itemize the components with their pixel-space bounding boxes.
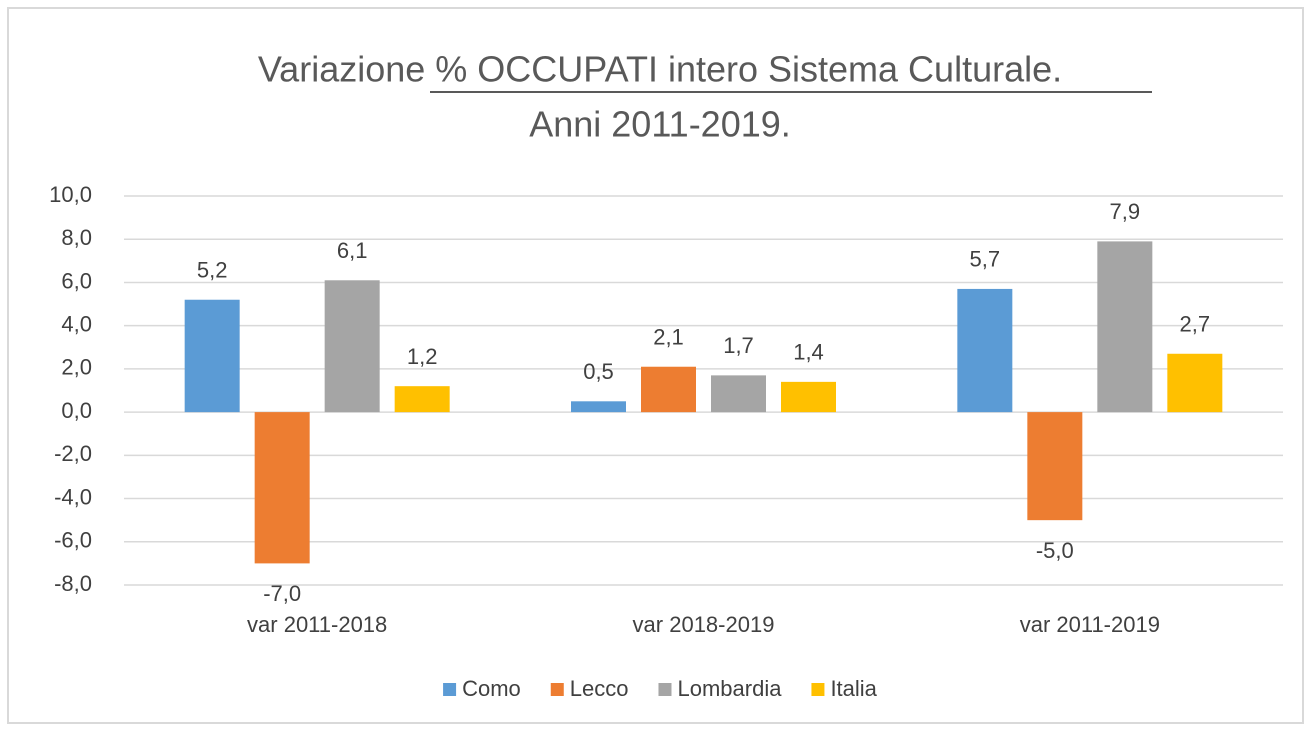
data-label: 1,2 bbox=[407, 344, 438, 369]
bar bbox=[1027, 412, 1083, 521]
bar bbox=[324, 280, 380, 413]
legend-swatch bbox=[550, 683, 564, 696]
bar bbox=[781, 381, 836, 413]
bar bbox=[394, 386, 450, 413]
legend-swatch bbox=[811, 683, 825, 696]
bar bbox=[641, 366, 696, 413]
chart-title: Variazione % OCCUPATI intero Sistema Cul… bbox=[258, 49, 1062, 90]
legend-label: Lecco bbox=[570, 676, 629, 701]
bar bbox=[254, 412, 310, 564]
data-label: 6,1 bbox=[337, 238, 368, 263]
data-label: 5,2 bbox=[197, 258, 228, 283]
y-tick-label: 0,0 bbox=[61, 398, 92, 423]
data-label: 7,9 bbox=[1110, 199, 1141, 224]
data-label: 1,7 bbox=[723, 333, 754, 358]
bar bbox=[1167, 353, 1223, 413]
legend-label: Lombardia bbox=[677, 676, 782, 701]
data-label: 2,1 bbox=[653, 325, 684, 350]
legend-label: Italia bbox=[830, 676, 877, 701]
y-tick-label: 10,0 bbox=[49, 182, 92, 207]
y-tick-label: -2,0 bbox=[54, 441, 92, 466]
y-tick-label: -6,0 bbox=[54, 528, 92, 553]
data-label: 1,4 bbox=[793, 340, 824, 365]
data-label: 0,5 bbox=[583, 359, 614, 384]
x-tick-label: var 2011-2019 bbox=[1020, 612, 1160, 637]
legend-label: Como bbox=[462, 676, 521, 701]
x-tick-label: var 2018-2019 bbox=[633, 612, 775, 637]
legend-swatch bbox=[443, 683, 457, 696]
y-tick-label: -4,0 bbox=[54, 484, 92, 509]
x-tick-label: var 2011-2018 bbox=[247, 612, 387, 637]
y-tick-label: 4,0 bbox=[61, 311, 92, 336]
bar bbox=[1097, 241, 1153, 413]
y-tick-label: 2,0 bbox=[61, 355, 92, 380]
bar bbox=[184, 299, 240, 413]
chart-subtitle: Anni 2011-2019. bbox=[529, 104, 791, 145]
data-label: -5,0 bbox=[1036, 538, 1074, 563]
legend-swatch bbox=[658, 683, 672, 696]
bar bbox=[957, 288, 1013, 413]
bar bbox=[571, 401, 626, 413]
y-tick-label: 6,0 bbox=[61, 268, 92, 293]
data-label: -7,0 bbox=[263, 581, 301, 606]
data-label: 5,7 bbox=[970, 247, 1001, 272]
y-tick-label: -8,0 bbox=[54, 571, 92, 596]
data-label: 2,7 bbox=[1180, 312, 1211, 337]
bar bbox=[711, 375, 766, 413]
y-tick-label: 8,0 bbox=[61, 225, 92, 250]
